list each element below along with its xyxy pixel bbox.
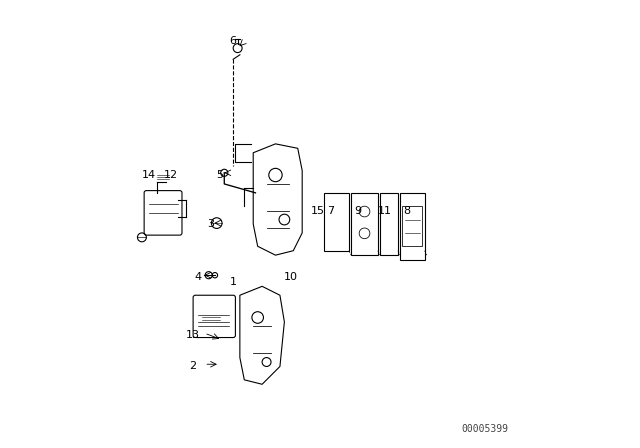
Text: 14: 14: [141, 170, 156, 180]
Text: 11: 11: [378, 206, 392, 215]
Text: 2: 2: [189, 362, 196, 371]
Text: 1: 1: [230, 277, 237, 287]
Bar: [324, 193, 349, 251]
Text: 5: 5: [216, 170, 223, 180]
Text: 12: 12: [164, 170, 178, 180]
Bar: [400, 193, 424, 260]
Text: 10: 10: [284, 272, 298, 282]
Text: 6: 6: [230, 36, 237, 47]
Bar: [380, 193, 398, 255]
Bar: [403, 206, 422, 246]
Text: 00005399: 00005399: [461, 424, 508, 434]
Bar: [351, 193, 378, 255]
Text: 7: 7: [328, 206, 335, 215]
Text: 15: 15: [311, 206, 324, 215]
Text: 4: 4: [194, 272, 201, 282]
Text: 3: 3: [207, 219, 214, 229]
Text: 13: 13: [186, 330, 200, 340]
Text: 8: 8: [403, 206, 410, 215]
Text: 9: 9: [355, 206, 362, 215]
